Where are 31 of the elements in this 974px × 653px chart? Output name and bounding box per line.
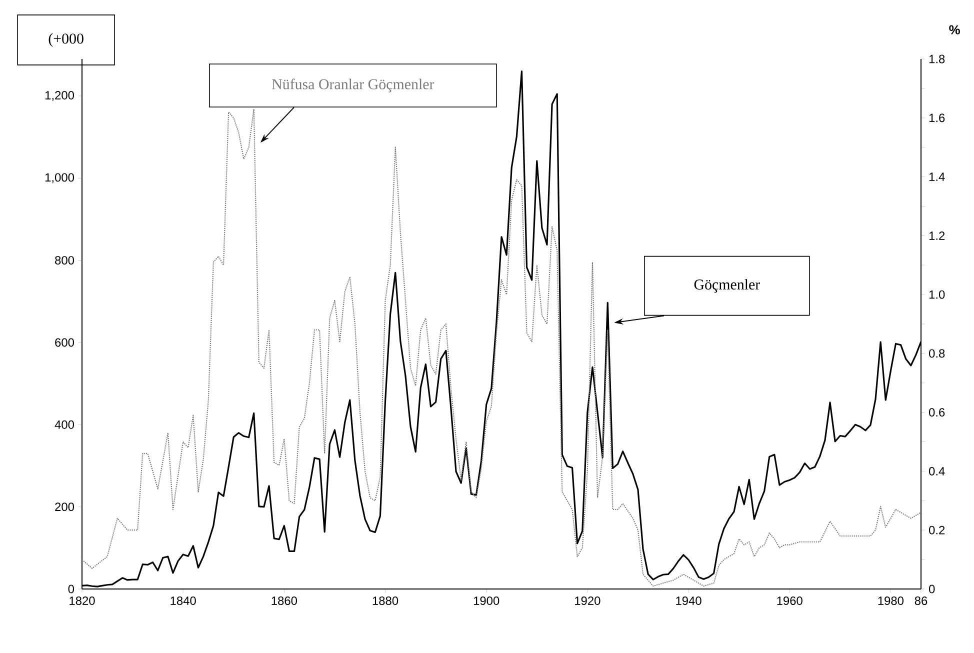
y2-tick-label: 1.2 bbox=[929, 231, 945, 240]
x-tick-label: 1920 bbox=[575, 596, 600, 605]
y2-tick-label: 0 bbox=[929, 584, 935, 594]
y2-tick-label: 1.6 bbox=[929, 114, 945, 122]
x-tick-label: 1840 bbox=[170, 596, 196, 605]
x-tick-label: 1860 bbox=[272, 596, 297, 605]
y-tick-label: 1,000 bbox=[45, 173, 74, 184]
y-tick-label: 200 bbox=[55, 502, 74, 512]
x-tick-label: 1940 bbox=[676, 596, 702, 605]
y-tick-label: 400 bbox=[54, 420, 74, 429]
text: Göçmenler bbox=[694, 279, 760, 293]
y2-tick-label: 0.6 bbox=[929, 408, 945, 417]
y-tick-label: 800 bbox=[55, 256, 74, 265]
x-tick-label: 1880 bbox=[372, 596, 398, 605]
y2-tick-label: 0.4 bbox=[929, 466, 945, 476]
y2-tick-label: 1.4 bbox=[929, 172, 945, 181]
y2-tick-label: 0.8 bbox=[929, 349, 945, 358]
x-tick-label: 86 bbox=[914, 596, 928, 605]
x-tick-label: 1900 bbox=[474, 596, 500, 605]
y2-tick-label: 1.0 bbox=[929, 290, 945, 299]
y-tick-label: 0 bbox=[68, 584, 74, 594]
x-tick-label: 1980 bbox=[878, 596, 904, 605]
y-tick-label: 1,200 bbox=[45, 91, 74, 101]
y2-axis-title: % bbox=[949, 25, 960, 34]
x-tick-label: 1960 bbox=[777, 596, 802, 605]
series-label: Nüfusa Oranlar Göçmenler bbox=[272, 78, 434, 92]
y2-tick-label: 0.2 bbox=[929, 526, 945, 534]
y2-tick-label: 1.8 bbox=[929, 54, 945, 64]
y-axis-title: (+000 bbox=[48, 33, 84, 47]
y-tick-label: 600 bbox=[55, 338, 74, 347]
x-tick-label: 1820 bbox=[70, 596, 95, 605]
